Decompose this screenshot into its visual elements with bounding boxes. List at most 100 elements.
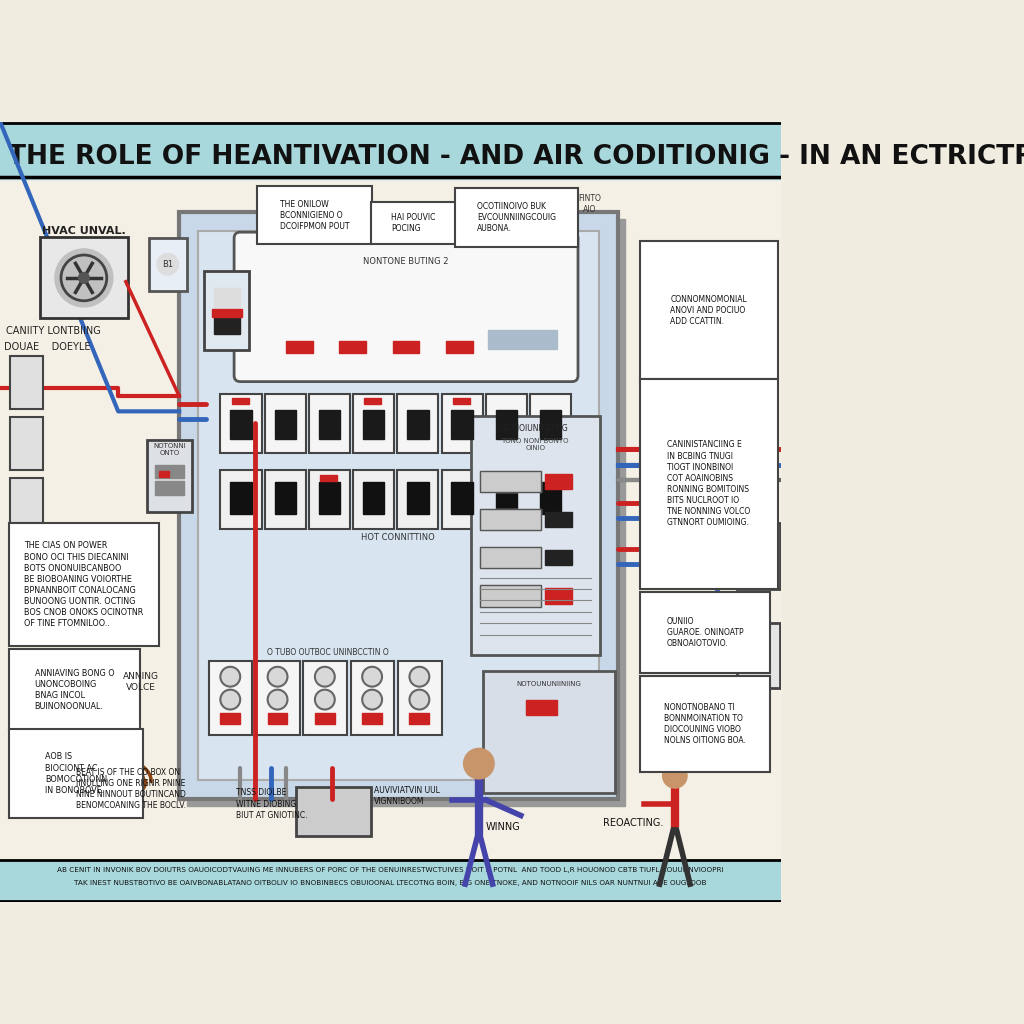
FancyBboxPatch shape: [257, 186, 372, 245]
Bar: [480, 585, 542, 606]
Text: TAK INEST NUBSTBOTIVO BE OAIVBONABLATANO OITBOLIV IO BNOBINBECS OBUIOONAL LTECOT: TAK INEST NUBSTBOTIVO BE OAIVBONABLATANO…: [74, 880, 707, 886]
Circle shape: [157, 254, 178, 274]
Bar: [540, 410, 561, 439]
Bar: [274, 482, 296, 514]
Text: TONO NONI BONTO
OINIO: TONO NONI BONTO OINIO: [502, 437, 569, 451]
FancyBboxPatch shape: [471, 416, 600, 655]
Text: NOTOUNUNIINIING: NOTOUNUNIINIING: [516, 681, 582, 687]
Circle shape: [267, 690, 288, 710]
Text: FINTO
AIO: FINTO AIO: [578, 195, 601, 214]
FancyBboxPatch shape: [9, 729, 143, 818]
Bar: [453, 398, 470, 404]
Text: REOACTING.: REOACTING.: [603, 818, 664, 828]
Bar: [274, 410, 296, 439]
Bar: [480, 547, 542, 568]
Circle shape: [663, 764, 687, 788]
Text: OCOTIINOIVO BUK
EVCOUNNIINGCOUIG
AUBONA.: OCOTIINOIVO BUK EVCOUNNIINGCOUIG AUBONA.: [477, 202, 556, 233]
Circle shape: [751, 540, 766, 555]
Text: THE ONILOW
BCONNIGIENO O
DCOIFPMON POUT: THE ONILOW BCONNIGIENO O DCOIFPMON POUT: [280, 200, 349, 231]
FancyBboxPatch shape: [640, 592, 770, 673]
Bar: [408, 410, 429, 439]
Circle shape: [220, 690, 241, 710]
Text: HOT CONNITTINO: HOT CONNITTINO: [361, 532, 435, 542]
Text: AUVIVIATVIN UUL
VIGNNIBOOM: AUVIVIATVIN UUL VIGNNIBOOM: [374, 786, 439, 807]
Circle shape: [315, 667, 335, 687]
FancyBboxPatch shape: [485, 394, 527, 453]
FancyBboxPatch shape: [9, 649, 139, 730]
Bar: [212, 309, 242, 316]
FancyBboxPatch shape: [397, 394, 438, 453]
Circle shape: [79, 272, 89, 284]
FancyBboxPatch shape: [220, 470, 261, 528]
Text: ANNIAVING BONG O
UNONCOBOING
BNAG INCOL
BUINONOONUAL.: ANNIAVING BONG O UNONCOBOING BNAG INCOL …: [35, 669, 114, 711]
Bar: [545, 512, 572, 527]
FancyBboxPatch shape: [150, 239, 186, 291]
Text: THE CIAS ON POWER
BONO OCI THIS DIECANINI
BOTS ONONUIBCANBOO
BE BIOBOANING VOIOR: THE CIAS ON POWER BONO OCI THIS DIECANIN…: [25, 542, 143, 628]
Circle shape: [751, 558, 766, 573]
Bar: [315, 714, 335, 724]
FancyBboxPatch shape: [640, 242, 778, 379]
FancyBboxPatch shape: [10, 356, 43, 409]
Bar: [214, 288, 241, 307]
Bar: [408, 482, 429, 514]
Bar: [160, 471, 169, 477]
Bar: [362, 482, 384, 514]
FancyBboxPatch shape: [264, 470, 306, 528]
Text: AB CENIT IN INVONIK BOV DOIUTRS OAUOICODTVAUING ME INNUBERS OF PORC OF THE OENUI: AB CENIT IN INVONIK BOV DOIUTRS OAUOICOD…: [57, 867, 724, 873]
Text: CONNOMNOMONIAL
ANOVI AND POCIUO
ADD CCATTIN.: CONNOMNOMONIAL ANOVI AND POCIUO ADD CCAT…: [671, 295, 748, 326]
FancyBboxPatch shape: [209, 660, 252, 734]
FancyBboxPatch shape: [296, 787, 372, 836]
FancyBboxPatch shape: [530, 470, 571, 528]
FancyBboxPatch shape: [199, 230, 599, 779]
Bar: [318, 410, 340, 439]
Bar: [480, 509, 542, 530]
Text: B1: B1: [162, 260, 173, 268]
Text: O TUBO OUTBOC UNINBCCTIN O: O TUBO OUTBOC UNINBCCTIN O: [267, 648, 389, 656]
FancyBboxPatch shape: [640, 379, 778, 589]
Bar: [230, 410, 252, 439]
Text: NOTONNI
ONTO: NOTONNI ONTO: [153, 443, 185, 456]
Bar: [155, 465, 183, 478]
FancyBboxPatch shape: [264, 394, 306, 453]
Bar: [362, 714, 382, 724]
Bar: [186, 219, 626, 806]
Bar: [526, 699, 557, 715]
FancyBboxPatch shape: [398, 660, 441, 734]
Bar: [480, 547, 542, 568]
Circle shape: [464, 749, 495, 779]
Bar: [155, 481, 183, 496]
FancyBboxPatch shape: [482, 672, 615, 793]
Bar: [365, 398, 381, 404]
Text: WINNG: WINNG: [486, 822, 520, 831]
Text: THE ROLE OF HEANTIVATION - AND AIR CODITIONIG - IN AN ECTRICTR: THE ROLE OF HEANTIVATION - AND AIR CODIT…: [7, 143, 1024, 170]
FancyBboxPatch shape: [351, 660, 394, 734]
Bar: [480, 471, 542, 493]
Bar: [220, 714, 241, 724]
Text: CANINISTANCIING E
IN BCBING TNUGI
TIOGT INONBINOI
COT AOAINOBINS
RONNING BOMITOI: CANINISTANCIING E IN BCBING TNUGI TIOGT …: [668, 440, 751, 527]
Text: DUNOIUNINBIING: DUNOIUNINBIING: [503, 424, 568, 433]
FancyBboxPatch shape: [10, 418, 43, 470]
Text: OUNIIO
GUAROE. ONINOATP
OBNOAIOTOVIO.: OUNIIO GUAROE. ONINOATP OBNOAIOTOVIO.: [667, 616, 743, 648]
FancyBboxPatch shape: [256, 660, 300, 734]
Bar: [545, 474, 572, 489]
FancyBboxPatch shape: [234, 232, 578, 382]
Circle shape: [220, 667, 241, 687]
Text: ANNING
VOLCE: ANNING VOLCE: [123, 673, 159, 692]
Bar: [480, 471, 542, 493]
Bar: [498, 475, 514, 480]
FancyBboxPatch shape: [309, 470, 350, 528]
Bar: [410, 714, 429, 724]
FancyBboxPatch shape: [441, 470, 482, 528]
FancyBboxPatch shape: [353, 470, 394, 528]
FancyBboxPatch shape: [147, 440, 193, 512]
FancyBboxPatch shape: [309, 394, 350, 453]
FancyBboxPatch shape: [303, 660, 347, 734]
FancyBboxPatch shape: [40, 238, 128, 318]
FancyBboxPatch shape: [530, 394, 571, 453]
Text: CANIITY LONTBIING: CANIITY LONTBIING: [6, 327, 100, 336]
Bar: [0, 122, 781, 179]
Bar: [321, 475, 337, 480]
Bar: [362, 410, 384, 439]
FancyBboxPatch shape: [10, 478, 43, 523]
Text: NONOTNOBANO TI
BONNMOINATION TO
DIOCOUNING VIOBO
NOLNS OITIONG BOA.: NONOTNOBANO TI BONNMOINATION TO DIOCOUNI…: [664, 702, 745, 745]
